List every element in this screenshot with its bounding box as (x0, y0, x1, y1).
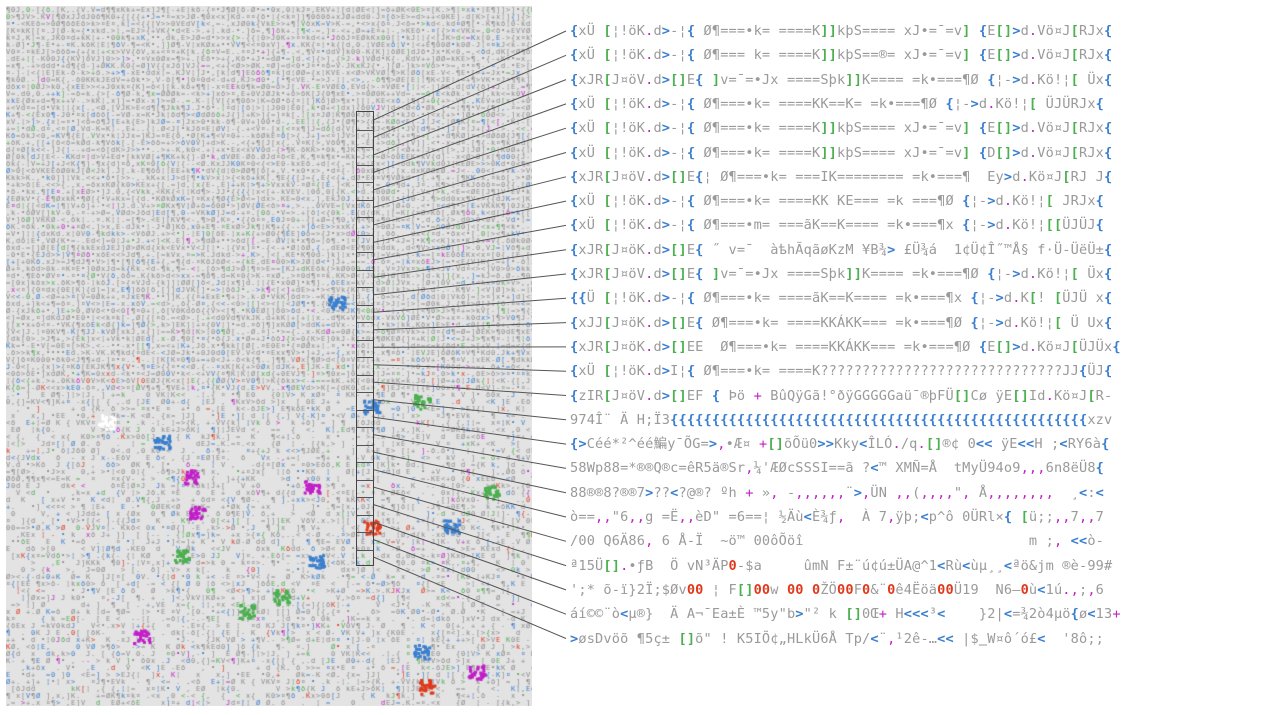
leader-line (373, 521, 567, 591)
glyph-row: ò==,,"6,,g =Ë,,èD" =6==¦ ½Äù<È¾ƒ, À 7,ÿþ… (570, 509, 1104, 525)
glyph-row: {xJR[J¤öV.d>[]E{ ]v=¯=•Jx ====Sþk]]K====… (570, 266, 1113, 282)
leader-line (373, 364, 567, 372)
leader-line (373, 224, 567, 261)
column-cell-divider (357, 444, 373, 446)
glyph-row: {xÜ [¦!öK.d>-¦{ Ø¶===•k= ====KK KE=== =k… (570, 193, 1104, 210)
glyph-row: {xJR[J¤öK.d>[]E{ ˝ v=¯ àѣhÃqãøKzM ¥B¾> £… (570, 241, 1113, 258)
glyph-mosaic-image (6, 6, 532, 706)
leader-line (373, 381, 567, 396)
glyph-row: áí©©¨ò<µ®} Ä A¬¯Ea±È ™5y"b>"² k []0Œ+ H<… (570, 606, 1121, 623)
glyph-row: {xÜ [¦!öK.d>-¦{ Ø¶===•k= ====K]]kþS==== … (570, 23, 1113, 39)
glyph-row: {xJR[J¤öV.d>[]E{¦ Ø¶===•k= ===IK========… (570, 168, 1113, 185)
leader-line (373, 249, 567, 278)
leader-line (373, 322, 567, 331)
leader-line (373, 54, 567, 138)
glyph-row: {{Ü [¦!öK.d>-¦{ Ø¶===•k= ====ãK==K==== =… (570, 290, 1113, 307)
leader-line (373, 434, 567, 469)
column-cell-divider (357, 497, 373, 498)
column-cell-divider (357, 532, 373, 533)
column-cell-divider (357, 357, 373, 358)
leader-line (373, 504, 567, 567)
glyph-row: {xÜ [¦!öK.d>-¦{ Ø¶=== k= ====K]]kþS==®= … (570, 47, 1113, 64)
leader-line (373, 469, 567, 518)
leader-line (373, 486, 567, 542)
leader-line (373, 200, 567, 243)
leader-line (373, 416, 567, 445)
glyph-row: {xJJ[J¤öK.d>[]E{ Ø¶===•k= ====KKÁKK=== =… (570, 314, 1113, 331)
column-cell-divider (357, 427, 373, 428)
leader-line (373, 127, 567, 191)
column-cell-divider (357, 322, 373, 323)
column-cell-divider (357, 374, 373, 376)
column-cell-divider (357, 164, 373, 166)
leader-line (373, 103, 567, 173)
leader-line (373, 176, 567, 226)
column-cell-divider (357, 462, 373, 463)
column-cell-divider (357, 392, 373, 393)
selected-column-box (356, 111, 374, 566)
glyph-row: {xJR[J¤öK.d>[]EE Ø¶===•k= ====KKÁKK=== =… (570, 338, 1121, 355)
glyph-row: {zIR[J¤öV.d>[]EF { Þö + BûQÿGã!°ðÿGGGGGa… (570, 387, 1113, 404)
column-cell-divider (357, 234, 373, 236)
glyph-row: {>Céé*²^éé鯿y¯ÕG=>,•Æ¤ +[]õÕü0>>Kky<ÎLÓ./… (570, 436, 1110, 453)
glyph-row-list: {xÜ [¦!öK.d>-¦{ Ø¶===•k= ====K]]kþS==== … (570, 20, 1270, 700)
column-cell-divider (357, 199, 373, 201)
leader-line (373, 152, 567, 208)
leader-line (373, 399, 567, 421)
leader-line (373, 451, 567, 494)
column-cell-divider (357, 269, 373, 271)
leader-line (373, 30, 567, 121)
glyph-row: 88®®8?®®7>??<?@®? ºh + », -,,,,,,¨>,ÜN ,… (570, 484, 1104, 501)
leader-line (373, 297, 567, 313)
column-cell-divider (357, 129, 373, 131)
column-cell-divider (357, 217, 373, 218)
mosaic-canvas (6, 6, 532, 706)
column-cell-divider (357, 339, 373, 341)
glyph-row: ';* õ-ï}2Ï;$Øv00 ¦ F[]00w 00 0ŽÖ00F0&¨0ê… (570, 581, 1104, 598)
glyph-row: {xÜ [¦!öK.d>I¦{ Ø¶===•k= ====K??????????… (570, 363, 1113, 380)
glyph-row: >øsDvöõ ¶5ç± []õ" ! K5IÕ¢„HLkÜ6Å Tp/<¨,¹… (570, 630, 1104, 647)
column-cell-divider (357, 549, 373, 551)
column-cell-divider (357, 287, 373, 288)
glyph-row: 58Wp88=*®®Q®c=êR5ä®Sr,¼'ÆØcSSSI==ã ?<™ X… (570, 460, 1104, 477)
glyph-row: {xÜ [¦!öK.d>-¦{ Ø¶===•k= ====K]]kþS==== … (570, 144, 1113, 161)
column-cell-divider (357, 252, 373, 253)
leader-line (373, 273, 567, 296)
column-cell-divider (357, 514, 373, 516)
leader-line (373, 79, 567, 156)
glyph-row: {xÜ [¦!öK.d>-¦{ Ø¶===•m= ===ãK==K==== =k… (570, 217, 1104, 234)
leader-line (373, 539, 567, 615)
glyph-row: /00 Q6Ä86, 6 Å-Ï ~ö™ 00ôÕöî m ;, <<ò- (570, 533, 1104, 550)
column-cell-divider (357, 409, 373, 411)
column-cell-divider (357, 479, 373, 481)
column-cell-divider (357, 182, 373, 183)
column-cell-divider (357, 304, 373, 306)
glyph-row: 974Î¨ Ä H;Ï3{{{{{{{{{{{{{{{{{{{{{{{{{{{{… (570, 411, 1113, 428)
glyph-row: {xÜ [¦!öK.d>-¦{ Ø¶===•k= ====KK==K= =k•=… (570, 95, 1104, 112)
glyph-row: {xJR[J¤öV.d>[]E{ ]v=¯=•Jx ====Sþk]]K====… (570, 71, 1113, 88)
glyph-row: ª15Ü[].•ƒB Ö vN³ÄP0-$a ûmN F±¨ú¢ú±ÜA@^1<… (570, 557, 1113, 574)
column-cell-divider (357, 147, 373, 148)
glyph-row: {xÜ [¦!öK.d>-¦{ Ø¶===•k= ====K]]kþS==== … (570, 120, 1113, 137)
leader-line (373, 556, 567, 639)
